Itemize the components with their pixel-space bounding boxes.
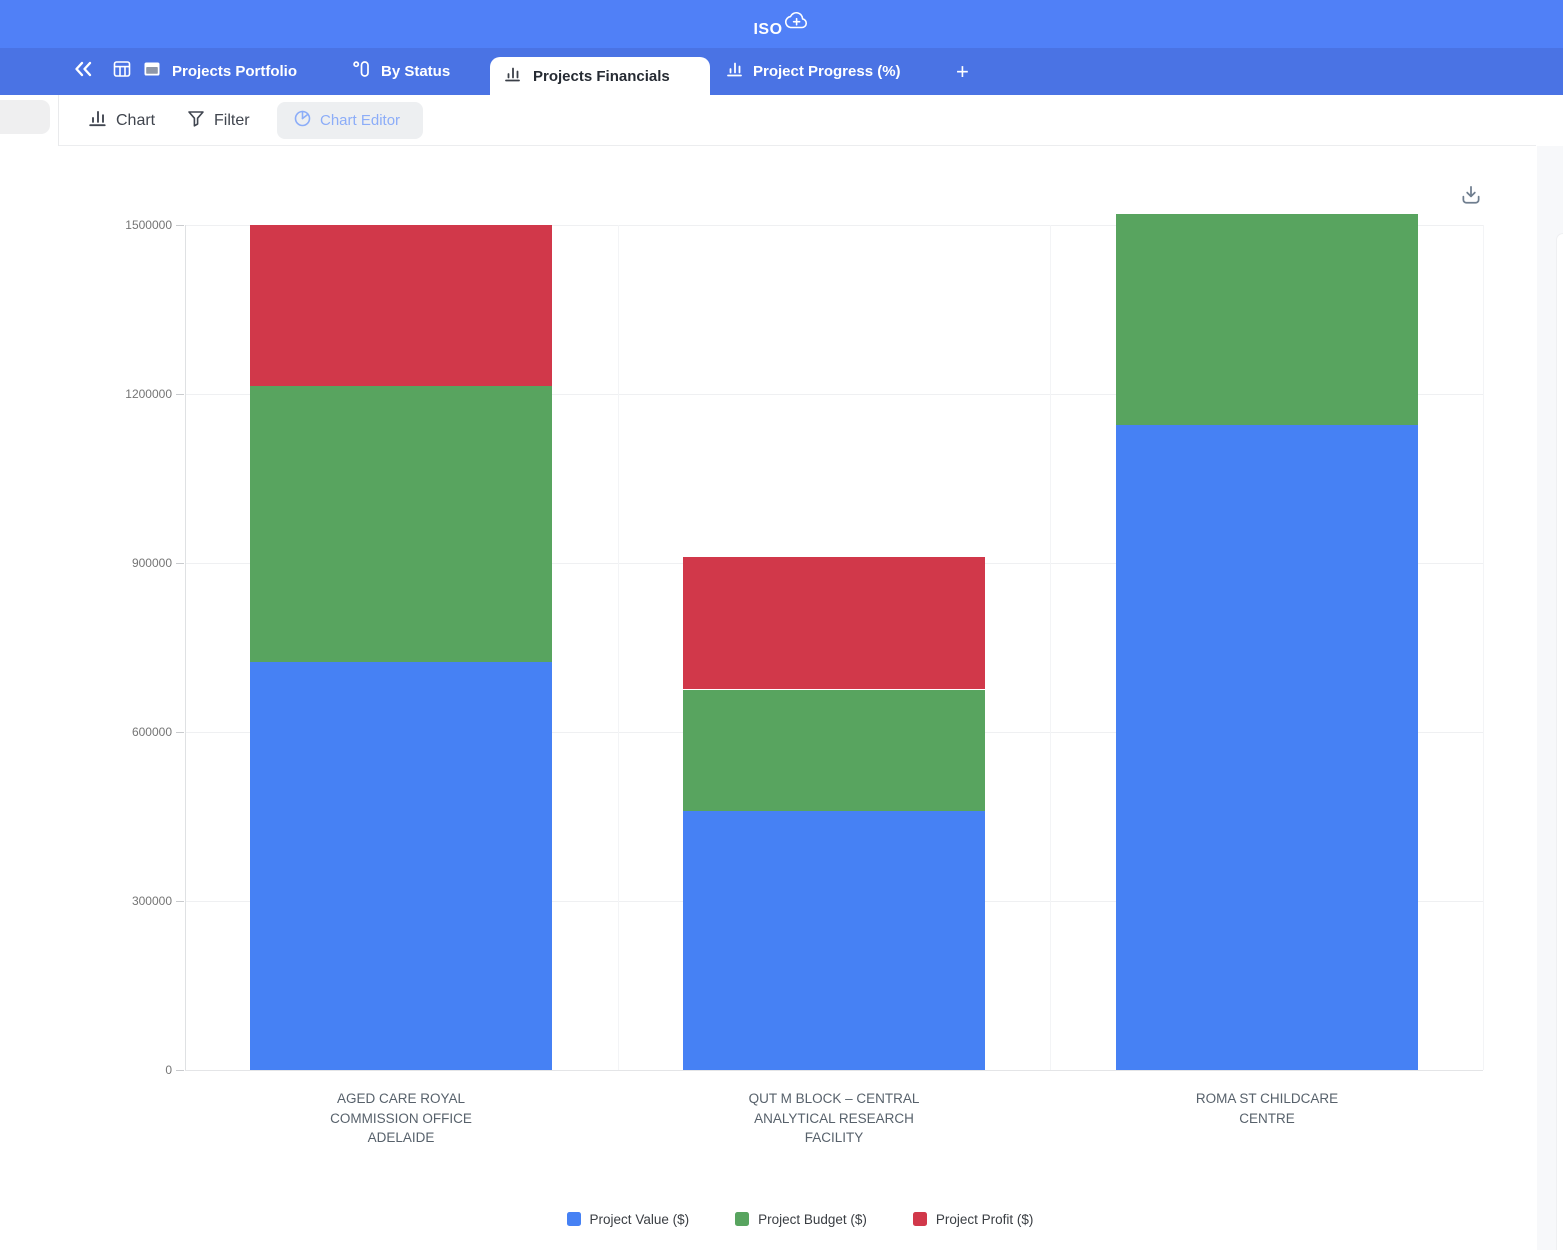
- legend-label: Project Value ($): [589, 1211, 690, 1227]
- legend-swatch: [912, 1212, 927, 1226]
- group-by-icon: [352, 59, 371, 84]
- bar-segment[interactable]: [683, 811, 985, 1070]
- y-axis-tick: [176, 1070, 184, 1071]
- gridline: [185, 225, 1483, 226]
- logo-text: ISO: [753, 20, 783, 38]
- bar-chart-icon: [88, 108, 108, 133]
- card-view-button[interactable]: [142, 48, 162, 95]
- y-axis-tick: [176, 563, 184, 564]
- legend-label: Project Profit ($): [935, 1211, 1034, 1227]
- portfolio-title[interactable]: Projects Portfolio: [172, 63, 298, 80]
- y-axis-label: 1200000: [125, 387, 172, 401]
- divider: [59, 145, 1536, 146]
- category-separator: [1483, 225, 1484, 1070]
- collapse-sidebar-button[interactable]: [72, 48, 94, 95]
- download-chart-button[interactable]: [1459, 183, 1485, 209]
- y-axis-line: [185, 225, 186, 1070]
- y-axis-tick: [176, 394, 184, 395]
- bar-segment[interactable]: [1116, 425, 1418, 1070]
- tab-progress-icon-wrap[interactable]: [726, 48, 744, 95]
- tab-project-progress[interactable]: Project Progress (%): [753, 63, 901, 80]
- category-label: ROMA ST CHILDCARE CENTRE: [1195, 1091, 1339, 1126]
- chart-editor-button[interactable]: Chart Editor: [277, 102, 423, 139]
- y-axis-label: 900000: [131, 556, 172, 570]
- y-axis-tick: [176, 901, 184, 902]
- legend-item: Project Profit ($): [912, 1211, 1034, 1227]
- y-axis-tick: [176, 225, 184, 226]
- tab-label: Projects Financials: [533, 67, 670, 85]
- category-separator: [1050, 225, 1051, 1070]
- app-header: ISO: [0, 0, 1563, 48]
- y-axis-label: 600000: [131, 725, 172, 739]
- bar-segment[interactable]: [1116, 214, 1418, 425]
- y-axis-tick: [176, 732, 184, 733]
- tab-bar: Projects Portfolio By Status Projects Fi…: [0, 48, 1563, 95]
- cloud-plus-icon: [783, 11, 810, 38]
- legend-swatch: [566, 1212, 581, 1226]
- tab-by-status-icon-wrap[interactable]: [352, 48, 371, 95]
- double-chevron-left-icon: [72, 59, 94, 84]
- y-axis-label: 0: [165, 1063, 172, 1077]
- download-tray-icon: [1459, 185, 1483, 211]
- legend-item: Project Budget ($): [735, 1212, 867, 1227]
- bar-chart-icon: [504, 65, 522, 88]
- tab-projects-financials[interactable]: Projects Financials: [490, 57, 710, 95]
- bar-segment[interactable]: [250, 225, 552, 386]
- table-grid-icon: [112, 59, 132, 84]
- card-icon: [142, 59, 162, 84]
- add-tab-button[interactable]: +: [956, 48, 969, 95]
- chart-button[interactable]: Chart: [88, 95, 155, 146]
- pie-chart-icon: [293, 109, 312, 133]
- bar-segment[interactable]: [250, 386, 552, 662]
- app-logo: ISO: [753, 11, 809, 38]
- category-label: QUT M BLOCK – CENTRAL ANALYTICAL RESEARCH…: [748, 1091, 920, 1145]
- bar-chart-icon: [726, 60, 744, 83]
- tab-by-status[interactable]: By Status: [381, 63, 451, 80]
- legend-swatch: [735, 1212, 750, 1226]
- sidebar-cropped-button[interactable]: [0, 100, 50, 134]
- legend-item: Project Value ($): [566, 1211, 690, 1227]
- legend-label: Project Budget ($): [758, 1211, 867, 1227]
- table-view-button[interactable]: [112, 48, 132, 95]
- chart-toolbar: Chart Filter Chart Editor: [0, 95, 1563, 146]
- gridline: [185, 394, 1483, 395]
- y-axis-label: 1500000: [125, 218, 172, 232]
- bar-segment[interactable]: [683, 557, 985, 689]
- filter-button[interactable]: Filter: [186, 95, 250, 146]
- bar-segment[interactable]: [250, 662, 552, 1070]
- plus-icon: +: [956, 58, 969, 84]
- funnel-icon: [186, 108, 206, 133]
- category-label: AGED CARE ROYAL COMMISSION OFFICE ADELAIDE: [330, 1091, 472, 1145]
- category-separator: [618, 225, 619, 1070]
- chart-legend: Project Value ($) Project Budget ($) Proje…: [100, 1206, 1500, 1232]
- gridline: [185, 1070, 1483, 1071]
- y-axis-label: 300000: [131, 894, 172, 908]
- adjacent-card-edge: [1556, 233, 1563, 1250]
- bar-segment[interactable]: [683, 690, 985, 811]
